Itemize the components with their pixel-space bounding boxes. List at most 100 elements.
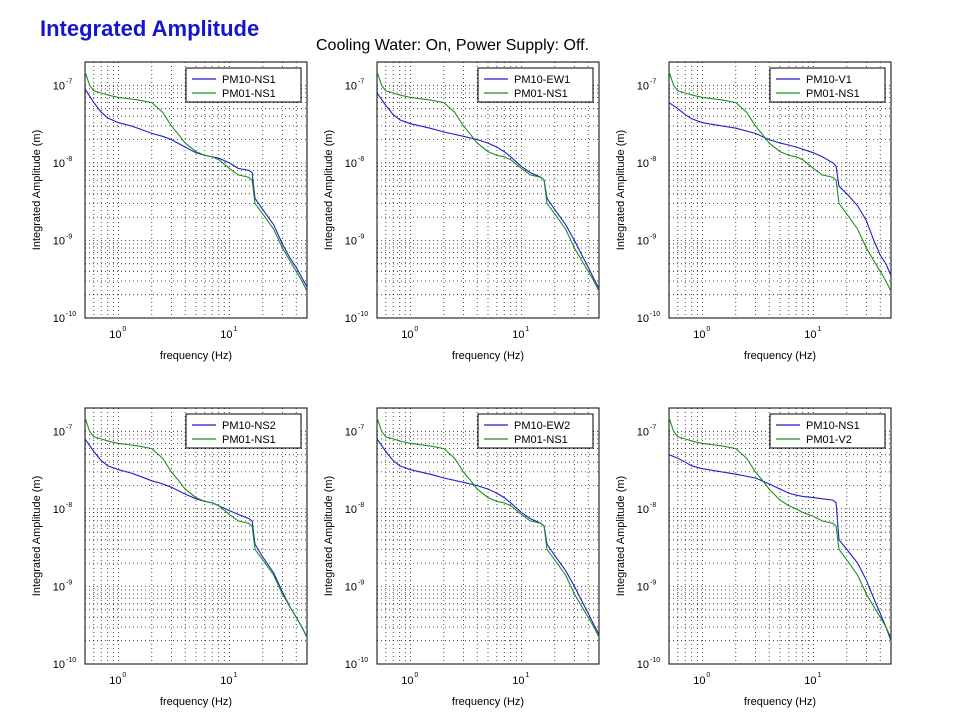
y-tick-exponent: -9 <box>650 579 656 586</box>
y-tick-exponent: -8 <box>650 156 656 163</box>
legend-box <box>477 67 594 103</box>
y-axis-label: Integrated Amplitude (m) <box>323 476 335 596</box>
x-axis-label: frequency (Hz) <box>744 350 816 362</box>
y-tick-exponent: -7 <box>66 424 72 431</box>
plot-frame <box>84 61 308 319</box>
y-tick-label: 10 <box>345 80 357 92</box>
legend: PM10-EW1 PM01-NS1 <box>477 67 594 103</box>
y-tick-label: 10 <box>53 158 65 170</box>
grid <box>377 408 599 664</box>
x-tick-label: 10 <box>512 675 524 687</box>
y-tick-label: 10 <box>637 426 649 438</box>
y-tick-label: 10 <box>53 659 65 671</box>
y-tick-exponent: -10 <box>358 311 368 318</box>
x-tick-exponent: 0 <box>122 326 126 333</box>
x-tick-exponent: 0 <box>706 672 710 679</box>
x-tick-exponent: 0 <box>414 672 418 679</box>
y-tick-exponent: -7 <box>66 78 72 85</box>
x-tick-exponent: 0 <box>122 672 126 679</box>
legend-box <box>769 67 886 103</box>
page-subtitle: Cooling Water: On, Power Supply: Off. <box>316 37 590 54</box>
x-tick-exponent: 1 <box>817 672 821 679</box>
plot-frame <box>668 407 892 665</box>
y-tick-exponent: -8 <box>66 156 72 163</box>
x-tick-label: 10 <box>220 675 232 687</box>
y-tick-exponent: -9 <box>66 579 72 586</box>
legend-entry: PM10-NS1 <box>222 74 276 86</box>
x-axis-label: frequency (Hz) <box>452 696 524 708</box>
x-tick-label: 10 <box>220 329 232 341</box>
y-tick-label: 10 <box>637 581 649 593</box>
plot-frame <box>376 61 600 319</box>
y-tick-label: 10 <box>345 581 357 593</box>
legend: PM10-NS2 PM01-NS1 <box>185 413 302 449</box>
page-title: Integrated Amplitude <box>40 16 260 41</box>
y-tick-label: 10 <box>637 235 649 247</box>
y-tick-exponent: -8 <box>650 502 656 509</box>
y-tick-exponent: -7 <box>650 424 656 431</box>
series-line-1 <box>668 102 892 277</box>
legend-entry: PM10-V1 <box>806 74 852 86</box>
y-tick-exponent: -7 <box>358 424 364 431</box>
series-line-2 <box>376 71 600 292</box>
y-tick-exponent: -8 <box>66 502 72 509</box>
x-tick-label: 10 <box>804 675 816 687</box>
series-line-2 <box>668 71 892 292</box>
y-tick-label: 10 <box>53 504 65 516</box>
series-line-1 <box>376 92 600 289</box>
x-tick-exponent: 1 <box>817 326 821 333</box>
series-line-2 <box>84 71 308 292</box>
y-tick-exponent: -10 <box>66 657 76 664</box>
y-tick-exponent: -10 <box>358 657 368 664</box>
y-tick-label: 10 <box>345 235 357 247</box>
y-tick-label: 10 <box>345 504 357 516</box>
legend-box <box>185 67 302 103</box>
y-tick-label: 10 <box>53 80 65 92</box>
y-tick-label: 10 <box>345 313 357 325</box>
legend-entry: PM01-NS1 <box>514 88 568 100</box>
y-tick-exponent: -7 <box>650 78 656 85</box>
legend-entry: PM10-NS2 <box>222 420 276 432</box>
y-tick-label: 10 <box>53 426 65 438</box>
y-tick-exponent: -9 <box>650 233 656 240</box>
grid <box>669 408 891 664</box>
plot-frame <box>376 407 600 665</box>
y-tick-exponent: -9 <box>358 579 364 586</box>
y-tick-exponent: -9 <box>66 233 72 240</box>
y-tick-label: 10 <box>53 313 65 325</box>
y-tick-label: 10 <box>345 426 357 438</box>
y-tick-label: 10 <box>345 659 357 671</box>
grid <box>85 408 307 664</box>
series-line-2 <box>376 417 600 638</box>
y-axis-label: Integrated Amplitude (m) <box>31 130 43 250</box>
y-tick-exponent: -8 <box>358 502 364 509</box>
series-line-1 <box>668 454 892 641</box>
y-tick-exponent: -7 <box>358 78 364 85</box>
legend-entry: PM01-V2 <box>806 434 852 446</box>
y-tick-label: 10 <box>345 158 357 170</box>
grid <box>85 62 307 318</box>
legend-box <box>185 413 302 449</box>
y-tick-exponent: -10 <box>650 311 660 318</box>
legend-entry: PM01-NS1 <box>514 434 568 446</box>
legend-box <box>769 413 886 449</box>
plot-frame <box>668 61 892 319</box>
series-line-2 <box>84 417 308 638</box>
legend-entry: PM10-EW1 <box>514 74 570 86</box>
x-tick-label: 10 <box>109 329 121 341</box>
x-tick-label: 10 <box>109 675 121 687</box>
plot-frame <box>84 407 308 665</box>
y-tick-label: 10 <box>637 158 649 170</box>
x-tick-exponent: 1 <box>525 672 529 679</box>
legend-entry: PM01-NS1 <box>222 434 276 446</box>
legend: PM10-NS1 PM01-NS1 <box>185 67 302 103</box>
legend-entry: PM01-NS1 <box>806 88 860 100</box>
y-axis-label: Integrated Amplitude (m) <box>615 130 627 250</box>
legend: PM10-EW2 PM01-NS1 <box>477 413 594 449</box>
y-axis-label: Integrated Amplitude (m) <box>615 476 627 596</box>
